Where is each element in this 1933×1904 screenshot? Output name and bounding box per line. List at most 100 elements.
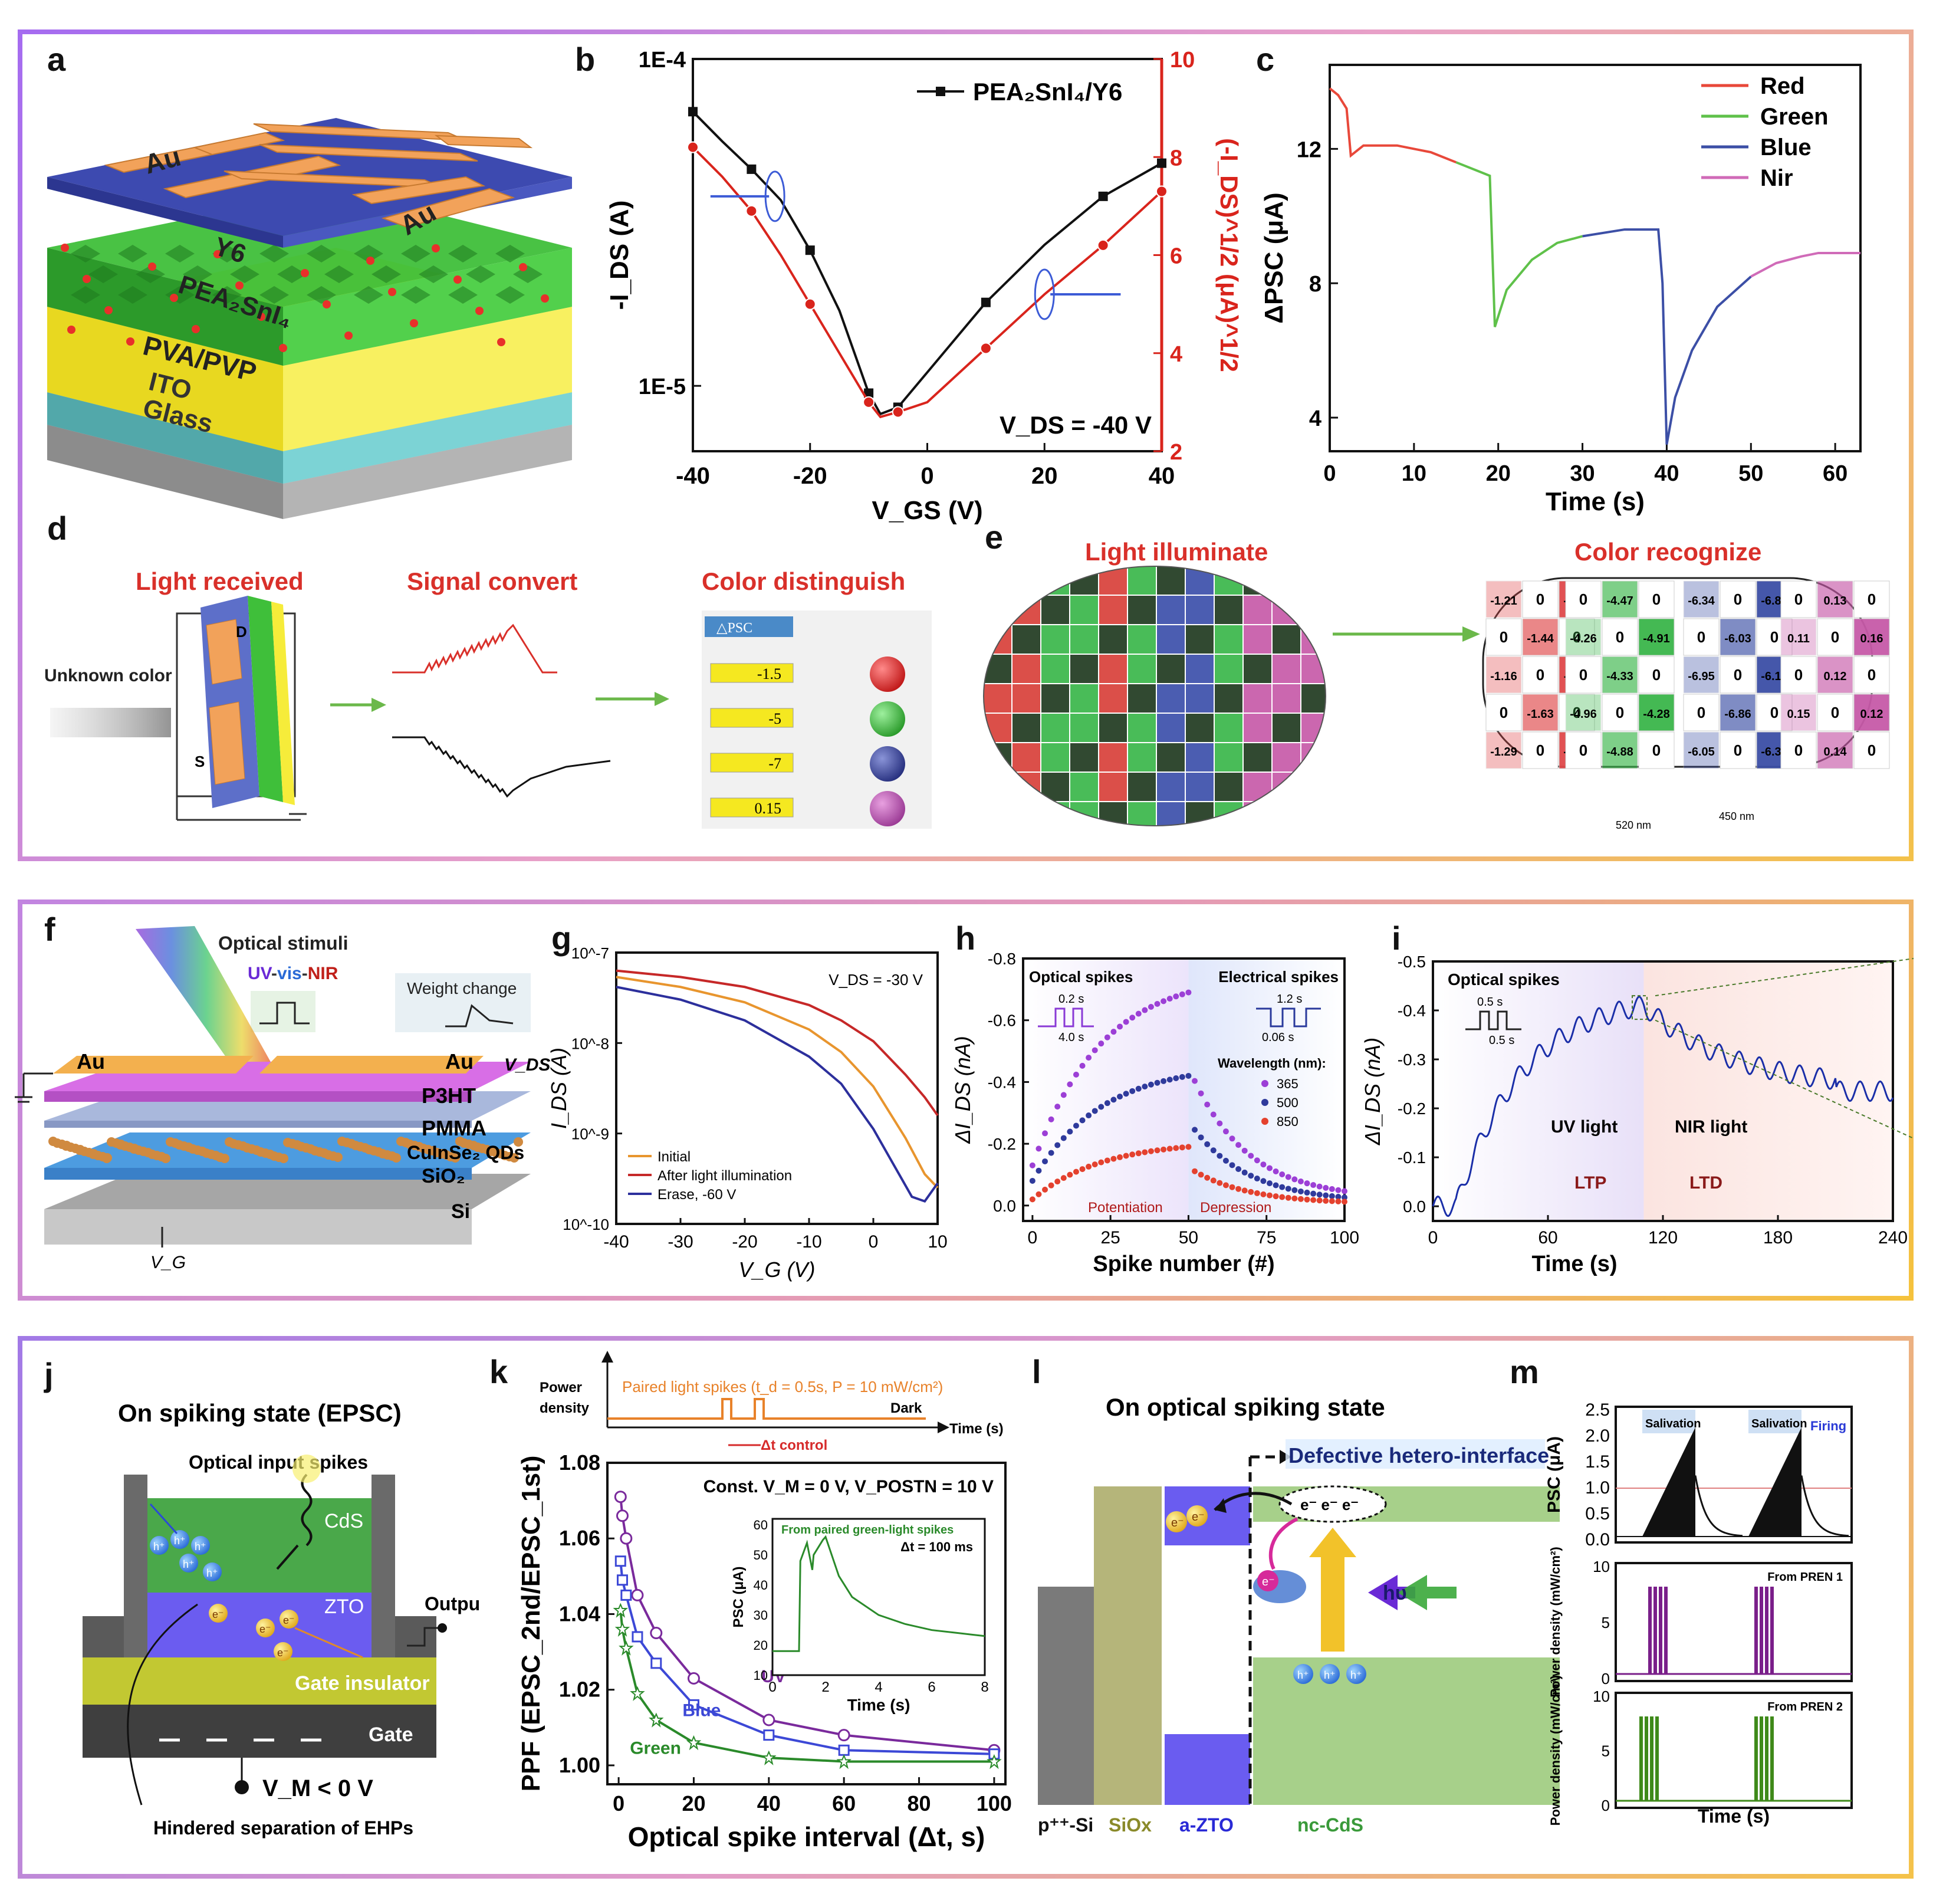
h-point-500 bbox=[1291, 1187, 1298, 1193]
a-crystal-facet bbox=[165, 245, 195, 262]
a-ion-dot bbox=[344, 331, 353, 340]
f-qd bbox=[378, 1149, 387, 1158]
m-pulse bbox=[1653, 1587, 1657, 1674]
e-grid-value: 0 bbox=[1831, 704, 1839, 721]
g-legend-text: After light illumination bbox=[658, 1168, 792, 1184]
c-x-tick-label: 30 bbox=[1570, 461, 1595, 486]
b-marker-square bbox=[1157, 158, 1166, 168]
h-point-500 bbox=[1042, 1158, 1048, 1164]
a-crystal-facet bbox=[136, 265, 165, 283]
m-y-tick-label: 2.5 bbox=[1585, 1400, 1610, 1420]
m-decay bbox=[1800, 1475, 1849, 1537]
d-color-dot bbox=[870, 791, 905, 826]
h-point-365 bbox=[1192, 1078, 1198, 1084]
h-point-500 bbox=[1198, 1134, 1204, 1141]
h-point-365 bbox=[1166, 996, 1173, 1002]
e-egg-tile bbox=[1273, 625, 1300, 654]
d-value-box bbox=[710, 753, 794, 773]
h-point-850 bbox=[1073, 1168, 1079, 1175]
m-pulse bbox=[1754, 1587, 1758, 1674]
e-grid-cell bbox=[1602, 731, 1638, 769]
h-point-500 bbox=[1098, 1104, 1104, 1110]
g-y-tick-label: 10^-8 bbox=[571, 1035, 609, 1052]
e-egg-tile bbox=[1070, 743, 1098, 772]
f-qd bbox=[473, 1143, 482, 1152]
e-egg-tile bbox=[1273, 684, 1300, 713]
b-marker-square bbox=[981, 297, 991, 307]
e-heading-recognize: Color recognize bbox=[1574, 538, 1761, 566]
panel-j-device: On spiking state (EPSC) Optical input sp… bbox=[83, 1399, 480, 1839]
e-egg-tile bbox=[1012, 773, 1040, 801]
f-qd bbox=[514, 1137, 523, 1147]
h-point-500 bbox=[1154, 1079, 1161, 1086]
e-egg-tile bbox=[1273, 566, 1300, 595]
e-grid-value: 0 bbox=[1579, 741, 1587, 759]
f-qd bbox=[229, 1139, 238, 1148]
m-pulse bbox=[1648, 1587, 1652, 1674]
e-egg-tile bbox=[1244, 802, 1271, 826]
f-qd bbox=[283, 1138, 292, 1147]
h-point-365 bbox=[1279, 1171, 1286, 1177]
e-egg-tile bbox=[1128, 743, 1156, 772]
h-legend-marker bbox=[1261, 1099, 1268, 1106]
h-point-850 bbox=[1323, 1197, 1329, 1204]
e-egg-tile bbox=[1186, 684, 1214, 713]
h-point-365 bbox=[1154, 1000, 1161, 1007]
h-bg-potentiation bbox=[1023, 958, 1189, 1221]
k-inset-y-tick: 30 bbox=[754, 1608, 768, 1623]
h-point-500 bbox=[1217, 1153, 1223, 1159]
j-hole-label: h⁺ bbox=[206, 1567, 218, 1579]
e-grid-cell bbox=[1602, 618, 1638, 656]
g-series bbox=[616, 986, 939, 1203]
h-point-850 bbox=[1048, 1182, 1054, 1189]
a-crystal-facet bbox=[307, 245, 336, 262]
k-marker-uv bbox=[687, 1672, 700, 1685]
e-egg-tile bbox=[984, 714, 1011, 742]
g-xlabel: V_G (V) bbox=[738, 1258, 815, 1282]
d-heading-distinguish: Color distinguish bbox=[702, 567, 905, 595]
h-point-365 bbox=[1042, 1130, 1048, 1137]
e-grid-cell bbox=[1559, 694, 1595, 731]
a-ion-dot bbox=[388, 288, 396, 296]
k-power: Power bbox=[540, 1380, 582, 1396]
c-ylabel: ΔPSC (μA) bbox=[1260, 192, 1288, 323]
c-legend-text: Green bbox=[1760, 104, 1829, 130]
e-grid-value: 0.14 bbox=[1824, 746, 1847, 759]
j-hole-label: h⁺ bbox=[195, 1541, 206, 1552]
f-qd bbox=[102, 1154, 111, 1163]
j-hole-label: h⁺ bbox=[174, 1535, 186, 1547]
j-hindered: Hindered separation of EHPs bbox=[153, 1817, 413, 1839]
h-point-500 bbox=[1142, 1084, 1148, 1090]
h-point-365 bbox=[1073, 1071, 1079, 1078]
b-series-right bbox=[692, 146, 1163, 419]
h-point-500 bbox=[1054, 1142, 1061, 1148]
h-point-500 bbox=[1329, 1193, 1335, 1199]
h-optical-pulse-icon bbox=[1038, 1007, 1094, 1027]
f-qd bbox=[405, 1140, 415, 1149]
panel-i-ltp-ltd: 0 60 120 180 240 -0.5 -0.4 -0.3 -0.2 -0.1 0.0 Optic… bbox=[1360, 953, 1914, 1276]
k-marker-uv bbox=[837, 1729, 850, 1742]
e-grid-value: 0 bbox=[1652, 741, 1661, 759]
d-device-source: S bbox=[195, 753, 205, 770]
panel-labels: a b c d e f g h i j k l m bbox=[44, 41, 1539, 1393]
m-pulse bbox=[1765, 1716, 1768, 1801]
h-point-365 bbox=[1092, 1047, 1098, 1053]
e-grid-cell bbox=[1817, 656, 1853, 694]
b-xlabel: V_GS (V) bbox=[872, 496, 982, 525]
k-y-tick-label: 1.00 bbox=[559, 1753, 600, 1777]
k-label-blue: Blue bbox=[682, 1701, 721, 1721]
d-color-dot bbox=[870, 701, 905, 737]
h-point-850 bbox=[1104, 1157, 1110, 1164]
panel-label-k: k bbox=[489, 1353, 508, 1390]
l-hv: hυ bbox=[1383, 1582, 1407, 1604]
a-crystal-facet bbox=[466, 265, 495, 283]
a-crystal-facet bbox=[212, 286, 242, 304]
e-grid-cell bbox=[1485, 731, 1522, 769]
e-grid-cell bbox=[1756, 694, 1793, 731]
e-grid-value: 0 bbox=[1697, 704, 1705, 721]
e-egg-tile bbox=[1099, 743, 1127, 772]
k-inset-title: From paired green-light spikes bbox=[781, 1524, 954, 1537]
f-spectrum: UV-vis-NIR bbox=[248, 964, 338, 983]
h-point-365 bbox=[1117, 1023, 1123, 1030]
m2-frame bbox=[1615, 1692, 1853, 1809]
